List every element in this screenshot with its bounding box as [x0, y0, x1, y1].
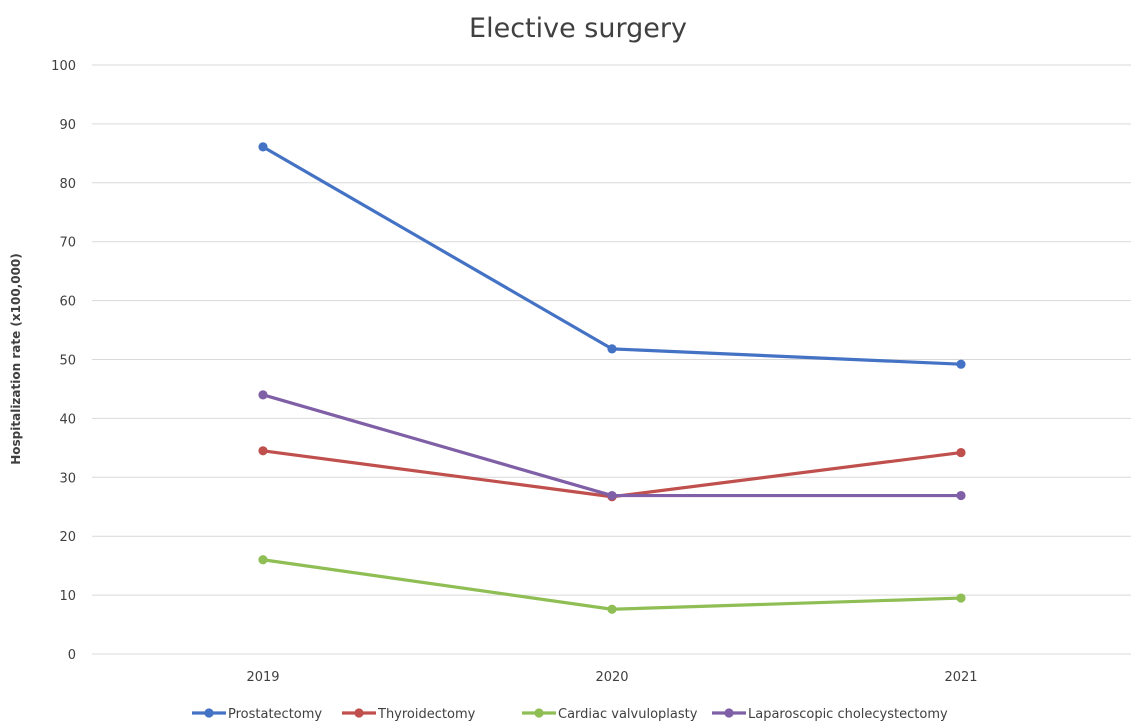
data-point	[258, 390, 268, 400]
legend-label: Laparoscopic cholecystectomy	[748, 707, 948, 722]
legend: Prostatectomy Thyroidectomy Cardiac valvul…	[192, 707, 948, 722]
y-tick-label: 30	[59, 471, 76, 486]
data-point	[258, 555, 268, 565]
legend-swatch-marker	[354, 708, 364, 718]
data-point	[258, 142, 268, 152]
data-point	[956, 359, 966, 369]
data-point	[956, 593, 966, 603]
series-prostatectomy	[258, 142, 966, 369]
y-axis-label: Hospitalization rate (x100,000)	[9, 253, 23, 465]
y-tick-label: 10	[59, 589, 76, 604]
y-tick-label: 0	[68, 648, 76, 663]
legend-swatch-marker	[204, 708, 214, 718]
data-point	[956, 447, 966, 458]
series-line	[261, 145, 963, 366]
y-tick-label: 90	[59, 118, 76, 133]
y-tick-label: 70	[59, 236, 76, 251]
series-line	[261, 393, 963, 498]
legend-item: Prostatectomy	[192, 707, 322, 722]
x-tick-label: 2019	[246, 670, 279, 685]
series-line	[261, 558, 963, 611]
legend-item: Laparoscopic cholecystectomy	[712, 707, 948, 722]
chart-title: Elective surgery	[469, 13, 687, 44]
series-cardiac-valvuloplasty	[258, 555, 966, 614]
legend-item: Thyroidectomy	[342, 707, 476, 722]
legend-swatch-marker	[534, 708, 544, 718]
y-tick-label: 60	[59, 295, 76, 310]
legend-label: Cardiac valvuloplasty	[558, 707, 698, 722]
legend-label: Thyroidectomy	[377, 707, 476, 722]
y-tick-label: 50	[59, 354, 76, 369]
x-axis-ticks: 2019 2020 2021	[246, 670, 977, 685]
series-lines	[258, 142, 966, 614]
legend-swatch-marker	[724, 708, 734, 718]
x-tick-label: 2020	[595, 670, 628, 685]
y-tick-label: 20	[59, 530, 76, 545]
data-point	[607, 344, 617, 354]
y-axis-ticks: 0 10 20 30 40 50 60 70 80 90 100	[51, 59, 76, 663]
data-point	[258, 446, 268, 456]
series-laparoscopic-cholecystectomy	[258, 390, 966, 501]
x-tick-label: 2021	[944, 670, 977, 685]
legend-label: Prostatectomy	[228, 707, 322, 722]
data-point	[956, 490, 966, 501]
gridlines	[92, 64, 1131, 655]
data-point	[607, 604, 617, 614]
y-tick-label: 40	[59, 412, 76, 427]
data-point	[607, 490, 617, 501]
y-tick-label: 100	[51, 59, 76, 74]
series-line	[261, 449, 963, 499]
legend-item: Cardiac valvuloplasty	[522, 707, 698, 722]
y-tick-label: 80	[59, 177, 76, 192]
